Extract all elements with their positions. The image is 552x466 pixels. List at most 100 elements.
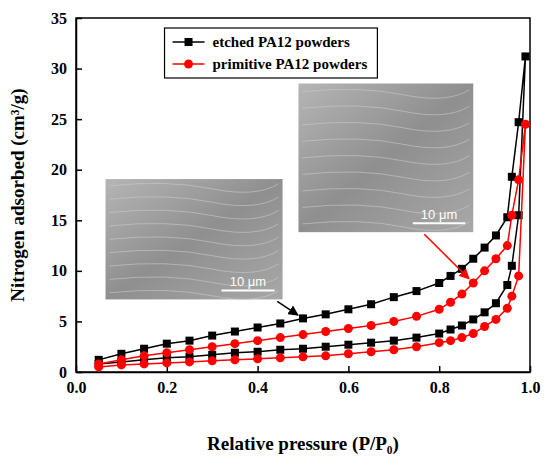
legend-marker (185, 38, 193, 46)
tick-mark (439, 366, 441, 372)
sem-texture (302, 89, 469, 230)
data-point (447, 272, 455, 280)
plot-frame (76, 18, 530, 372)
tick-mark (348, 366, 350, 372)
data-point (253, 354, 262, 363)
data-point (435, 279, 443, 287)
data-point (344, 349, 353, 358)
data-point (492, 231, 500, 239)
data-point (390, 337, 398, 345)
data-point (230, 355, 239, 364)
data-point (521, 52, 529, 60)
data-point (480, 322, 489, 331)
data-point (514, 175, 523, 184)
data-point (208, 342, 217, 351)
sem-texture (110, 183, 279, 299)
data-point (276, 319, 284, 327)
tick-label: 0.6 (339, 379, 359, 396)
data-point (491, 315, 500, 324)
data-point (458, 321, 466, 329)
legend-label: primitive PA12 powders (213, 56, 368, 72)
x-axis: 0.00.20.40.60.81.0 (67, 366, 541, 396)
axis-line (77, 372, 531, 374)
data-point (344, 341, 352, 349)
data-point (507, 211, 516, 220)
data-point (367, 347, 376, 356)
data-point (367, 321, 376, 330)
data-point (469, 315, 477, 323)
tick: 0.2 (157, 366, 177, 396)
sem-image (106, 179, 283, 299)
pointer-arrow (277, 301, 298, 315)
tick-label: 5 (59, 313, 67, 330)
data-point (254, 323, 262, 331)
tick-label: 0 (59, 364, 67, 381)
data-point (435, 305, 444, 314)
sem-image (298, 83, 473, 232)
y-axis-title: Nitrogen adsorbed (cm³/g) (7, 88, 29, 301)
tick-label: 0.0 (67, 379, 87, 396)
data-point (162, 358, 171, 367)
data-point (95, 360, 103, 368)
tick-label: 10 (51, 262, 67, 279)
tick: 20 (51, 161, 82, 178)
data-point (514, 271, 523, 280)
data-point (322, 343, 330, 351)
tick-label: 25 (51, 111, 67, 128)
data-point (481, 244, 489, 252)
tick: 5 (59, 313, 82, 330)
tick: 15 (51, 212, 82, 229)
data-point (480, 266, 489, 275)
data-point (140, 351, 149, 360)
data-point (469, 255, 477, 263)
tick: 0.4 (248, 366, 268, 396)
data-point (208, 356, 217, 365)
tick-label: 0.4 (248, 379, 268, 396)
data-point (412, 312, 421, 321)
data-point (503, 281, 511, 289)
data-point (299, 330, 308, 339)
tick: 0.6 (339, 366, 359, 396)
data-point (299, 345, 307, 353)
tick-mark (76, 372, 82, 374)
data-point (491, 254, 500, 263)
chart: 0.00.20.40.60.81.00510152025303510 μm10 … (0, 0, 552, 466)
plot: 0.00.20.40.60.81.00510152025303510 μm10 … (51, 10, 541, 397)
tick-label: 20 (51, 161, 67, 178)
data-area (94, 52, 530, 371)
tick-mark (76, 169, 82, 171)
axis-line (76, 19, 78, 373)
data-point (469, 329, 478, 338)
data-point (435, 338, 444, 347)
data-point (208, 332, 216, 340)
data-point (446, 298, 455, 307)
y-axis: 05101520253035 (51, 10, 82, 381)
data-point (457, 333, 466, 342)
data-point (162, 348, 171, 357)
tick-mark (76, 321, 82, 323)
tick: 0.8 (430, 366, 450, 396)
scale-bar-label: 10 μm (421, 207, 457, 222)
data-point (185, 345, 194, 354)
data-point (163, 340, 171, 348)
tick-mark (530, 366, 532, 372)
data-point (503, 304, 512, 313)
data-point (413, 334, 421, 342)
data-point (276, 353, 285, 362)
data-point (344, 305, 352, 313)
data-point (322, 310, 330, 318)
tick: 0 (59, 364, 82, 381)
data-point (507, 292, 516, 301)
tick-label: 0.2 (157, 379, 177, 396)
data-point (231, 328, 239, 336)
tick-label: 15 (51, 212, 67, 229)
insets: 10 μm10 μm (106, 83, 474, 315)
data-point (469, 278, 478, 287)
data-point (413, 287, 421, 295)
data-point (230, 339, 239, 348)
data-point (508, 262, 516, 270)
tick: 30 (51, 60, 82, 77)
data-point (321, 351, 330, 360)
data-point (344, 324, 353, 333)
legend-label: etched PA12 powders (213, 34, 350, 50)
